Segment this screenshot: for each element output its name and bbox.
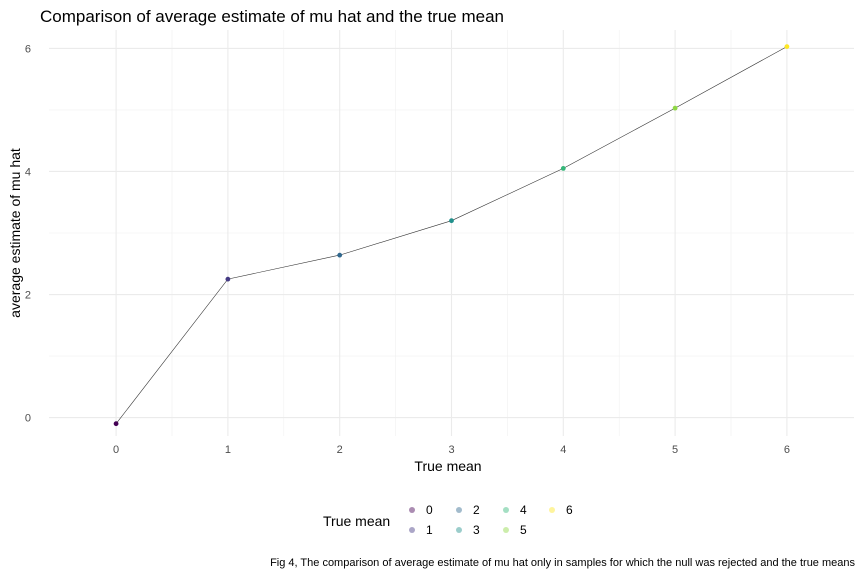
legend-title: True mean	[323, 513, 391, 529]
chart-title: Comparison of average estimate of mu hat…	[40, 7, 504, 26]
x-tick-label: 0	[113, 444, 119, 456]
x-tick-label: 1	[225, 444, 231, 456]
y-tick-label: 6	[25, 43, 31, 55]
legend-label: 5	[520, 523, 527, 537]
legend-key	[503, 507, 509, 513]
legend-item: 3	[456, 523, 480, 537]
x-axis-title: True mean	[414, 458, 481, 474]
data-point	[337, 252, 343, 258]
y-tick-label: 2	[25, 290, 31, 302]
legend-key	[503, 527, 509, 533]
y-axis-title: average estimate of mu hat	[7, 148, 23, 318]
legend-key	[549, 507, 555, 513]
legend-item: 0	[409, 503, 433, 517]
x-tick-label: 6	[784, 444, 790, 456]
legend-item: 1	[409, 523, 433, 537]
legend-label: 2	[473, 503, 480, 517]
data-point	[784, 44, 790, 50]
legend-label: 3	[473, 523, 480, 537]
data-point	[449, 218, 454, 224]
legend-label: 4	[520, 503, 527, 517]
legend-item: 6	[549, 503, 573, 517]
legend-label: 0	[426, 503, 433, 517]
legend-key	[409, 507, 415, 513]
data-point	[560, 166, 566, 171]
y-tick-label: 0	[25, 413, 31, 425]
data-point	[225, 276, 231, 282]
y-tick-label: 4	[25, 166, 31, 178]
data-point	[113, 421, 119, 427]
figure-caption: Fig 4, The comparison of average estimat…	[270, 557, 855, 569]
legend-label: 1	[426, 523, 433, 537]
legend-item: 5	[503, 523, 527, 537]
legend-key	[456, 507, 462, 513]
legend-item: 4	[503, 503, 527, 517]
legend-label: 6	[566, 503, 573, 517]
x-tick-label: 2	[337, 444, 343, 456]
legend-key	[456, 527, 462, 533]
x-tick-label: 5	[672, 444, 678, 456]
legend-item: 2	[456, 503, 480, 517]
legend-key	[409, 527, 415, 533]
x-tick-label: 4	[560, 444, 566, 456]
data-point	[672, 105, 678, 111]
x-tick-label: 3	[448, 444, 454, 456]
